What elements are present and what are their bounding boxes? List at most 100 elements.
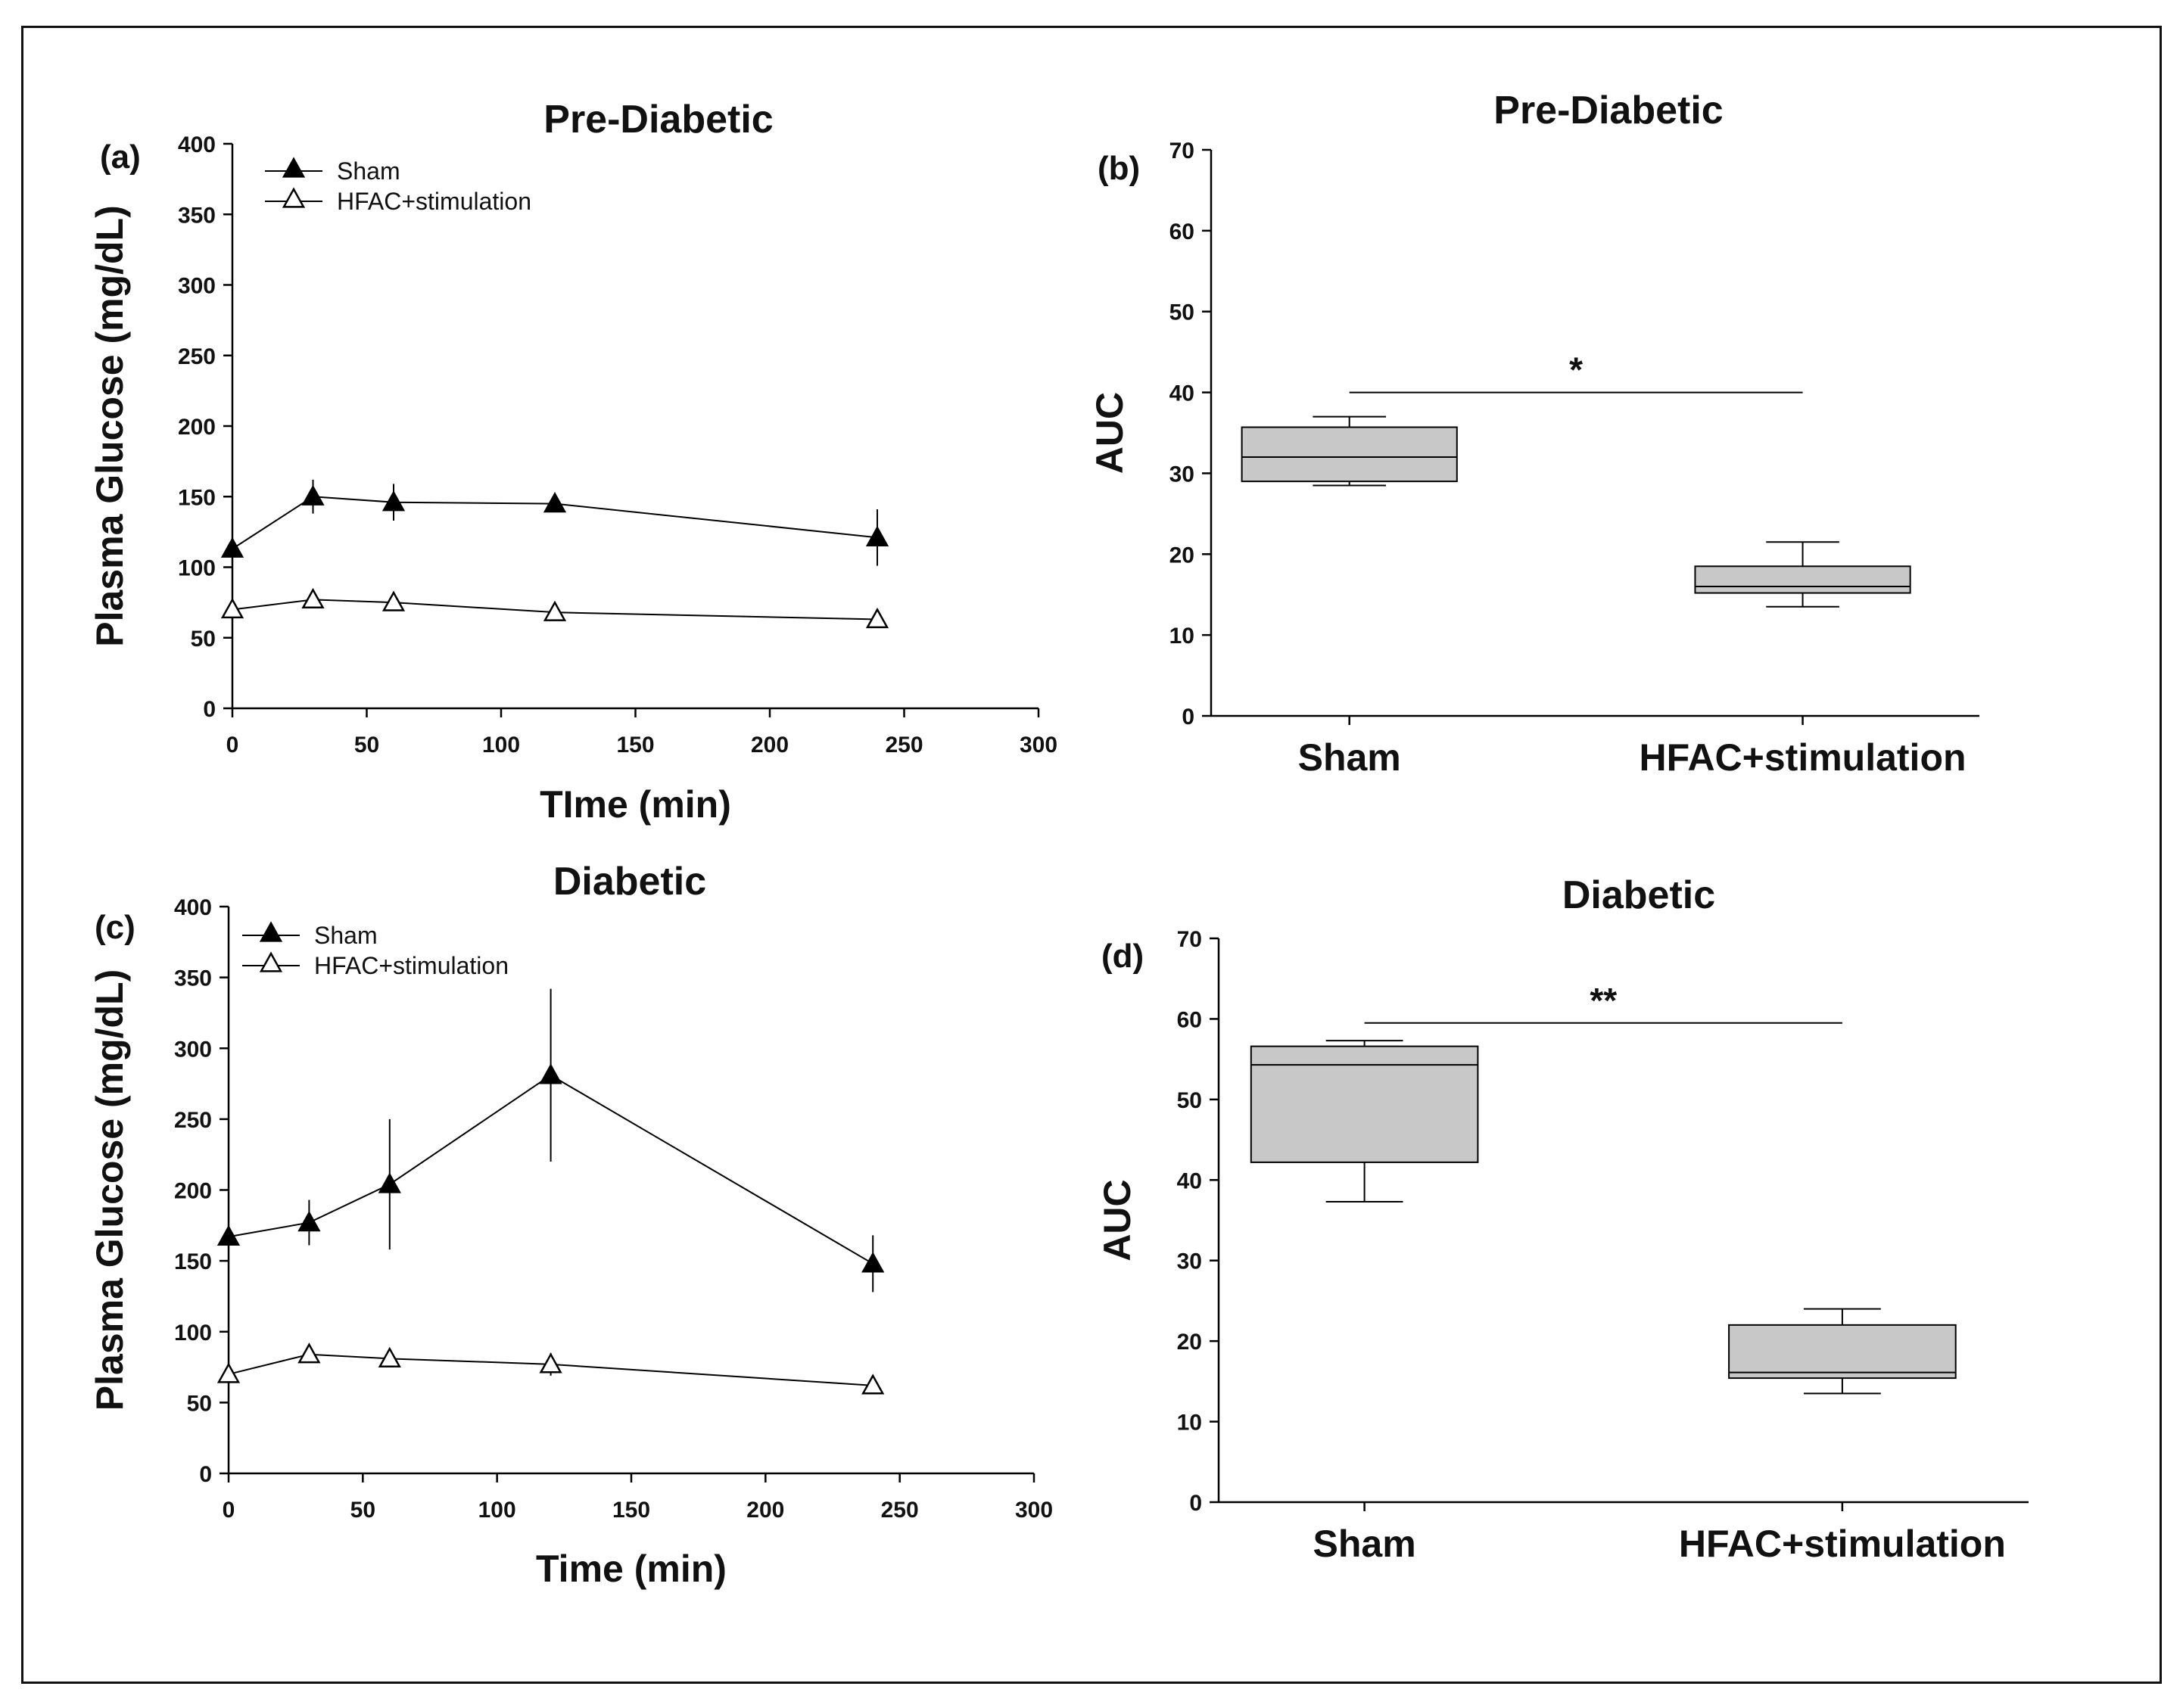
- y-tick-label: 30: [1177, 1249, 1202, 1274]
- data-point: [216, 1362, 241, 1383]
- y-tick-label: 50: [1177, 1088, 1202, 1113]
- box-iqr: [1250, 1045, 1479, 1163]
- box-chart-panel-d: 0 10 20 30 40 50 60 70 AUC Diabetic (d) Sham HFAC+st…: [1096, 873, 2029, 1565]
- data-point: [220, 537, 244, 558]
- x-tick-label: 0: [226, 733, 239, 758]
- legend-marker: [259, 921, 283, 942]
- x-axis-title: Time (min): [536, 1548, 727, 1590]
- y-tick-label: 200: [178, 415, 216, 440]
- legend-marker: [282, 157, 306, 178]
- data-point: [861, 1374, 885, 1395]
- panel-title: Diabetic: [553, 860, 706, 904]
- category-label: Sham: [1313, 1523, 1416, 1565]
- x-tick-label: 50: [350, 1498, 375, 1523]
- y-tick-label: 20: [1169, 543, 1194, 568]
- y-tick-label: 30: [1169, 462, 1194, 487]
- y-tick-label: 50: [187, 1391, 212, 1416]
- y-tick-label: 150: [174, 1249, 212, 1274]
- data-point: [865, 607, 889, 629]
- x-tick-label: 250: [881, 1498, 919, 1523]
- y-tick-label: 10: [1177, 1411, 1202, 1436]
- data-point: [539, 1063, 562, 1084]
- y-tick-label: 300: [174, 1037, 212, 1062]
- y-tick-label: 350: [174, 966, 212, 991]
- line-chart-panel-a: 0 50 100 150 200 250 300 350 400 Plasma Glucose (…: [89, 98, 1057, 826]
- y-axis-title: Plasma Glucose (mg/dL): [89, 969, 131, 1411]
- box-chart-panel-b: 0 10 20 30 40 50 60 70 AUC Pre-Diabetic (b) Sham HFA…: [1088, 89, 1979, 779]
- y-tick-label: 60: [1177, 1007, 1202, 1032]
- panel-label: (b): [1098, 150, 1140, 187]
- x-axis-title: TIme (min): [540, 783, 731, 826]
- y-tick-label: 40: [1177, 1168, 1202, 1193]
- category-label: HFAC+stimulation: [1679, 1523, 2006, 1565]
- data-point: [297, 1210, 321, 1232]
- box-iqr: [1728, 1324, 1957, 1380]
- y-axis-title: Plasma Glucose (mg/dL): [89, 205, 131, 646]
- y-axis-title: AUC: [1096, 1179, 1138, 1261]
- y-tick-label: 150: [178, 485, 216, 510]
- y-tick-label: 0: [203, 697, 216, 722]
- panel-title: Pre-Diabetic: [543, 98, 773, 142]
- y-axis-title: AUC: [1088, 392, 1131, 474]
- y-tick-label: 40: [1169, 381, 1194, 406]
- panel-label: (a): [100, 138, 141, 176]
- significance-label: *: [1569, 350, 1583, 390]
- y-tick-label: 0: [1189, 1491, 1202, 1516]
- y-tick-label: 10: [1169, 624, 1194, 649]
- box-iqr: [1694, 565, 1911, 594]
- x-tick-label: 0: [223, 1498, 235, 1523]
- panel-title: Diabetic: [1562, 873, 1715, 917]
- data-point: [539, 1352, 562, 1374]
- x-tick-label: 200: [751, 733, 789, 758]
- x-tick-label: 300: [1015, 1498, 1053, 1523]
- data-point: [297, 1342, 321, 1364]
- y-tick-label: 70: [1177, 927, 1202, 952]
- y-tick-label: 250: [174, 1108, 212, 1133]
- x-tick-label: 150: [616, 733, 654, 758]
- y-tick-label: 300: [178, 274, 216, 299]
- y-tick-label: 20: [1177, 1330, 1202, 1355]
- data-point: [381, 490, 406, 512]
- y-tick-label: 50: [191, 627, 216, 652]
- y-tick-label: 200: [174, 1179, 212, 1204]
- data-point: [301, 484, 325, 506]
- y-tick-label: 400: [174, 895, 212, 920]
- legend-label: HFAC+stimulation: [314, 952, 509, 979]
- data-point: [381, 590, 406, 611]
- data-point: [301, 587, 325, 609]
- x-tick-label: 200: [746, 1498, 784, 1523]
- x-tick-label: 50: [354, 733, 379, 758]
- line-chart-panel-c: 0 50 100 150 200 250 300 350 400 Plasma Glucose (…: [89, 860, 1053, 1590]
- legend-label: HFAC+stimulation: [337, 188, 531, 215]
- data-point: [861, 1252, 885, 1273]
- x-tick-label: 150: [612, 1498, 650, 1523]
- y-tick-label: 400: [178, 132, 216, 157]
- y-tick-label: 0: [1182, 705, 1194, 730]
- x-tick-label: 300: [1020, 733, 1057, 758]
- category-label: HFAC+stimulation: [1640, 736, 1967, 779]
- legend-label: Sham: [314, 922, 378, 949]
- x-tick-label: 250: [885, 733, 923, 758]
- panel-title: Pre-Diabetic: [1493, 89, 1723, 132]
- x-tick-label: 100: [482, 733, 520, 758]
- figure-frame: [21, 26, 2162, 1684]
- x-tick-label: 100: [478, 1498, 516, 1523]
- data-point: [865, 525, 889, 546]
- panel-label: (d): [1101, 938, 1144, 975]
- y-tick-label: 60: [1169, 219, 1194, 244]
- y-tick-label: 250: [178, 344, 216, 369]
- data-point: [378, 1172, 401, 1193]
- box-iqr: [1241, 426, 1458, 483]
- significance-label: **: [1590, 981, 1617, 1020]
- y-tick-label: 100: [174, 1321, 212, 1346]
- legend-marker: [259, 951, 283, 972]
- data-point: [378, 1346, 401, 1367]
- legend-marker: [282, 187, 306, 208]
- y-tick-label: 0: [199, 1462, 212, 1487]
- panel-label: (c): [95, 909, 135, 946]
- data-point: [216, 1224, 241, 1246]
- y-tick-label: 70: [1169, 138, 1194, 163]
- category-label: Sham: [1298, 736, 1401, 779]
- data-point: [220, 597, 244, 619]
